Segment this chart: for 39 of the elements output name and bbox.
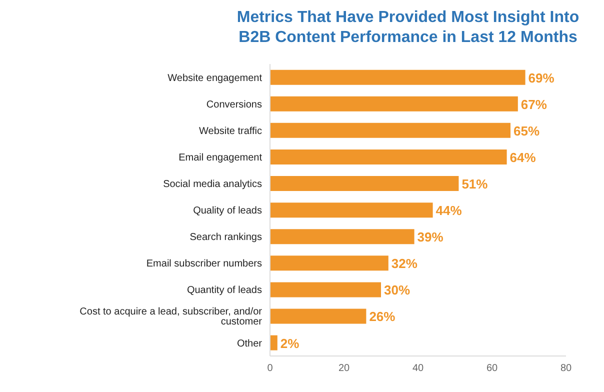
data-label: 51% [462, 176, 488, 192]
data-label: 44% [436, 203, 462, 218]
data-label: 30% [384, 282, 410, 298]
y-tick-label: Quality of leads [193, 206, 262, 217]
chart-title: Metrics That Have Provided Most Insight Into B2B Content Performance in Last 12 Months [236, 8, 580, 48]
y-tick-label: Website traffic [199, 126, 262, 137]
data-label: 69% [528, 70, 555, 86]
bar [270, 229, 414, 244]
data-label: 2% [280, 336, 300, 351]
y-tick-label: Email subscriber numbers [146, 258, 262, 270]
y-tick-label: Conversions [206, 99, 262, 110]
y-tick-label: Cost to acquire a lead, subscriber, and/or customer [80, 306, 263, 328]
x-tick-label: 20 [338, 363, 350, 374]
y-tick-label: Social media analytics [163, 179, 262, 190]
bar [270, 282, 381, 298]
bar [270, 70, 526, 85]
x-tick-label: 40 [412, 363, 424, 374]
y-tick-label: Website engagement [168, 72, 262, 84]
data-label: 65% [514, 123, 540, 138]
y-tick-label: Email engagement [178, 152, 262, 164]
x-tick-label: 0 [267, 363, 274, 374]
data-label: 39% [417, 230, 444, 245]
x-tick-label: 60 [486, 363, 498, 374]
x-tick-label: 80 [560, 363, 572, 374]
bar [270, 176, 459, 192]
y-tick-label: Quantity of leads [186, 285, 262, 296]
bar [270, 308, 366, 324]
data-label: 67% [520, 96, 548, 112]
bar [270, 335, 278, 350]
y-tick-label: Other [236, 338, 263, 350]
bar [270, 149, 507, 164]
data-label: 64% [510, 150, 536, 165]
bar [270, 202, 433, 218]
bar [270, 256, 388, 271]
bar [270, 96, 518, 112]
data-label: 32% [391, 256, 418, 272]
data-label: 26% [369, 309, 396, 324]
y-tick-label: Search rankings [190, 232, 262, 244]
bar [270, 122, 510, 138]
